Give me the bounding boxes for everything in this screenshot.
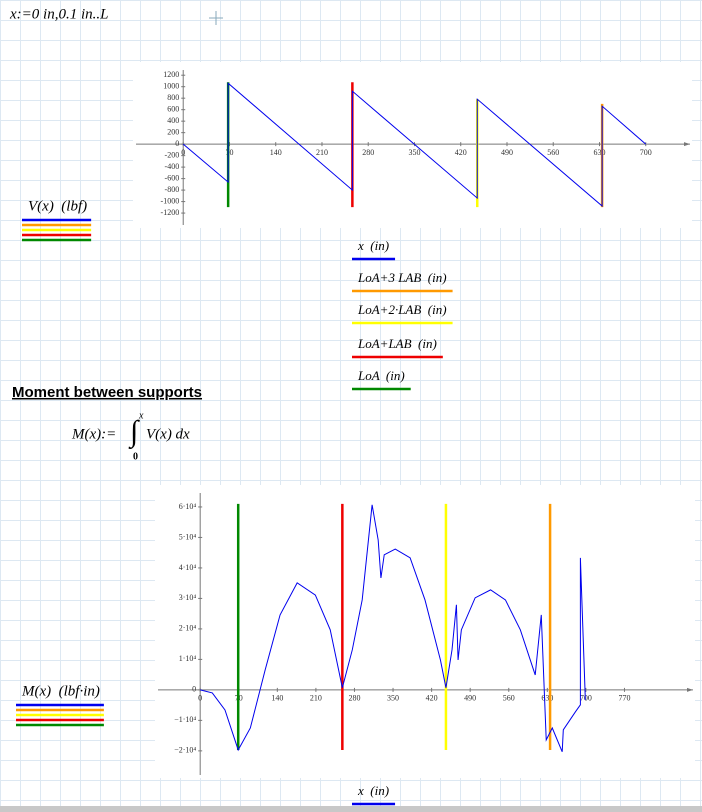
y-tick-label: -800 [165,185,180,194]
integral-sign: ∫ [128,415,140,450]
y-tick-label: 800 [167,93,179,102]
x-tick-label: 770 [618,694,630,703]
range-definition: x:=0 in,0.1 in..L [9,6,108,22]
status-bar [0,806,702,812]
moment-lhs: M(x):= [71,426,116,442]
x-tick-label: 350 [408,148,420,157]
x-tick-label: 140 [270,148,282,157]
axis-arrow [684,142,690,147]
legend-label: x (in) [357,238,389,253]
x-tick-label: 700 [580,694,592,703]
y-axis-label: V(x) (lbf) [28,198,87,214]
legend-label: LoA+2·LAB (in) [357,302,447,317]
y-tick-label: -1000 [161,196,180,205]
x-tick-label: 210 [310,694,322,703]
plot-frame [155,485,695,778]
x-tick-label: 70 [225,148,233,157]
integral-lower: 0 [133,451,138,462]
y-tick-label: 3·10⁴ [179,593,197,602]
x-tick-label: 490 [501,148,513,157]
y-tick-label: 4·10⁴ [179,563,197,572]
y-tick-label: −1·10⁴ [174,715,196,724]
x-tick-label: 630 [593,148,605,157]
cursor-cross [209,11,223,25]
x-tick-label: 280 [348,694,360,703]
x-tick-label: 0 [198,694,202,703]
x-tick-label: 560 [547,148,559,157]
y-tick-label: −2·10⁴ [174,746,196,755]
x-tick-label: 630 [541,694,553,703]
y-tick-label: 200 [167,127,179,136]
y-tick-label: 600 [167,105,179,114]
x-tick-label: 140 [271,694,283,703]
heading: Moment between supports [12,384,202,401]
plot-frame [133,62,692,228]
y-tick-label: 6·10⁴ [179,502,197,511]
x-tick-label: 490 [464,694,476,703]
y-tick-label: 1000 [163,82,179,91]
y-tick-label: 400 [167,116,179,125]
y-tick-label: -400 [165,162,180,171]
x-tick-label: 210 [316,148,328,157]
y-axis-label: M(x) (lbf·in) [21,683,100,699]
legend-label: LoA (in) [357,368,405,383]
axis-arrow [687,687,693,692]
legend-label: LoA+3 LAB (in) [357,270,447,285]
x-tick-label: 700 [640,148,652,157]
y-tick-label: -600 [165,173,180,182]
x-tick-label: 350 [387,694,399,703]
series-line [182,82,647,208]
x-tick-label: 280 [362,148,374,157]
legend-label: LoA+LAB (in) [357,336,437,351]
x-tick-label: 420 [455,148,467,157]
series-line [200,504,586,752]
x-tick-label: 420 [426,694,438,703]
integral-upper: x [138,410,144,421]
y-tick-label: -1200 [161,208,180,217]
y-tick-label: 1200 [163,70,179,79]
legend-label: x (in) [357,783,389,798]
x-tick-label: 560 [503,694,515,703]
y-tick-label: 1·10⁴ [179,654,197,663]
x-tick-label: 0 [181,148,185,157]
y-tick-label: 0 [175,139,179,148]
y-tick-label: 2·10⁴ [179,624,197,633]
y-tick-label: 0 [192,685,196,694]
integrand: V(x) dx [146,426,190,442]
y-tick-label: -200 [165,150,180,159]
y-tick-label: 5·10⁴ [179,532,197,541]
